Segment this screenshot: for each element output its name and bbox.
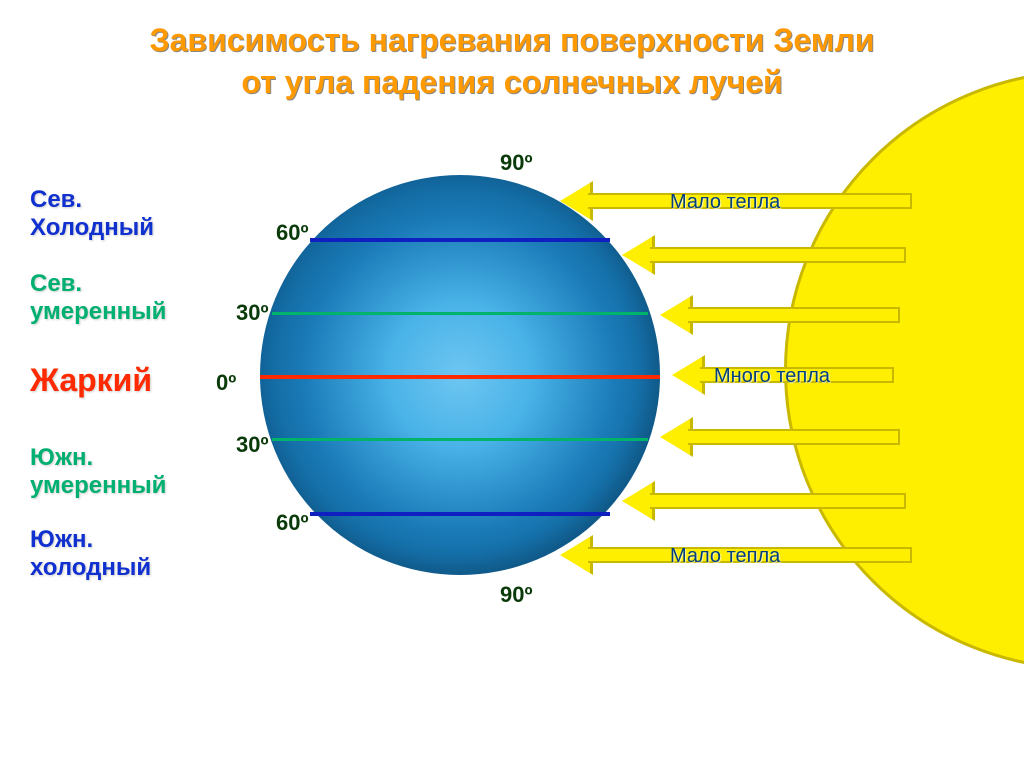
arrow-shaft [650,493,906,509]
zone-label-line: Южн. [30,444,166,472]
degree-label: 30º [236,432,269,458]
latitude-line [272,438,648,441]
heat-arrow: Мало тепла [560,540,912,570]
title-line-1: Зависимость нагревания поверхности Земли [0,22,1024,59]
degree-label: 60º [276,220,309,246]
zone-label-line: Сев. [30,270,166,298]
arrow-head-icon [660,419,690,455]
arrow-shaft [688,429,900,445]
zone-label-line: Сев. [30,186,154,214]
arrow-label: Мало тепла [670,545,780,568]
heat-arrow: Много тепла [672,360,894,390]
heat-arrow [622,486,906,516]
latitude-line [310,512,610,516]
climate-zone-label: Жаркий [30,362,152,399]
latitude-line [260,375,660,379]
climate-zone-label: Сев.Холодный [30,186,154,242]
arrow-head-icon [660,297,690,333]
climate-zone-label: Южн.умеренный [30,444,166,500]
degree-label: 60º [276,510,309,536]
arrow-head-icon [672,357,702,393]
zone-label-line: холодный [30,554,151,582]
heat-arrow [660,300,900,330]
degree-label: 90º [500,150,533,176]
zone-label-line: умеренный [30,298,166,326]
arrow-label: Мало тепла [670,191,780,214]
latitude-line [272,312,648,315]
degree-label: 90º [500,582,533,608]
arrow-shaft [688,307,900,323]
zone-label-line: Жаркий [30,362,152,399]
arrow-shaft [650,247,906,263]
heat-arrow [660,422,900,452]
title-line-2: от угла падения солнечных лучей [0,64,1024,101]
degree-label: 0º [216,370,236,396]
latitude-line [310,238,610,242]
zone-label-line: Холодный [30,214,154,242]
degree-label: 30º [236,300,269,326]
heat-arrow: Мало тепла [560,186,912,216]
arrow-label: Много тепла [714,365,830,388]
zone-label-line: Южн. [30,526,151,554]
heat-arrow [622,240,906,270]
climate-zone-label: Сев.умеренный [30,270,166,326]
climate-zone-label: Южн.холодный [30,526,151,582]
arrow-head-icon [622,483,652,519]
zone-label-line: умеренный [30,472,166,500]
